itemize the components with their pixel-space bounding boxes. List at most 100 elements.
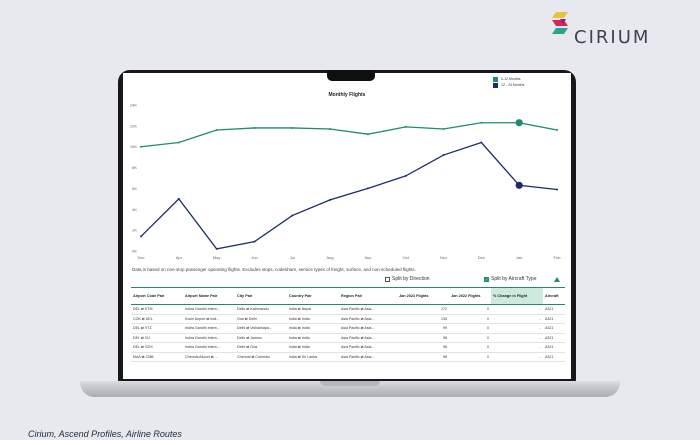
table-row[interactable]: MAA ⇄ CMB Chennai Airport ⇄ ... Chennai ⇄ … [131, 352, 565, 362]
legend-item-12-24-months[interactable]: 12 - 24 Months [493, 82, 524, 88]
data-point[interactable] [556, 188, 558, 191]
table-cell: India ⇄ India [287, 314, 339, 324]
column-header[interactable]: Airport Name Pair [183, 287, 235, 305]
x-tick-label: Dec [478, 255, 485, 260]
table-cell: - [491, 352, 543, 362]
routes-table: Airport Code Pair Airport Name Pair City P… [131, 287, 565, 362]
data-point[interactable] [480, 141, 483, 144]
table-cell: Indira Gandhi Intern... [183, 304, 235, 315]
highlight-point[interactable] [515, 119, 523, 127]
column-header[interactable]: Jan 2022 Flights [449, 287, 491, 305]
y-tick-label: 14K [130, 103, 137, 108]
data-point[interactable] [291, 126, 294, 129]
table-cell: 0 [449, 314, 491, 324]
collapse-triangle-icon[interactable] [554, 277, 560, 282]
table-cell: - [491, 323, 543, 334]
data-point[interactable] [404, 125, 407, 128]
y-tick-label: 10K [130, 144, 137, 149]
data-point[interactable] [556, 129, 558, 132]
column-header[interactable]: % Change in Flight [491, 287, 543, 305]
column-header[interactable]: Region Pair [339, 287, 397, 305]
legend-item-0-12-months[interactable]: 0-12 Months [493, 76, 524, 82]
y-tick-label: 12K [130, 123, 137, 128]
table-cell: DEL ⇄ IXJ [131, 333, 183, 343]
legend-label: 0-12 Months [501, 77, 521, 81]
data-point[interactable] [253, 240, 256, 243]
table-cell: A321 [543, 323, 565, 334]
data-point[interactable] [291, 214, 294, 217]
data-point[interactable] [253, 126, 256, 129]
table-cell: Delhi ⇄ Kathmandu [235, 304, 287, 315]
data-point[interactable] [404, 174, 407, 177]
table-cell: A321 [543, 304, 565, 315]
x-tick-label: Oct [403, 255, 410, 260]
data-point[interactable] [177, 141, 180, 144]
table-cell: 99 [397, 323, 449, 334]
data-point[interactable] [480, 121, 483, 124]
table-cell: MAA ⇄ CMB [131, 352, 183, 362]
column-header[interactable]: Jan 2023 Flights [397, 287, 449, 305]
table-cell: India ⇄ India [287, 342, 339, 353]
data-point[interactable] [215, 247, 218, 250]
split-aircraft-checkbox[interactable]: ✓ Split by Aircraft Type [484, 276, 536, 282]
data-point[interactable] [442, 154, 445, 157]
x-tick-label: Sep [364, 255, 372, 260]
x-tick-label: Apr [176, 255, 183, 260]
data-point[interactable] [442, 127, 445, 130]
split-direction-checkbox[interactable]: Split by Direction [385, 276, 430, 282]
table-cell: 0 [449, 333, 491, 343]
table-cell: Indira Gandhi Intern... [183, 342, 235, 353]
x-tick-label: Nov [440, 255, 447, 260]
table-cell: Chennai ⇄ Colombo [235, 352, 287, 362]
column-header[interactable]: City Pair [235, 287, 287, 305]
laptop-base [80, 381, 620, 397]
column-header[interactable]: Airport Code Pair [131, 287, 183, 305]
highlight-point[interactable] [515, 181, 523, 189]
table-cell: Asia Pacific ⇄ Asia... [339, 342, 397, 353]
cirium-logo: CIRIUM [552, 10, 672, 48]
table-cell: Delhi ⇄ Jammu [235, 333, 287, 343]
data-point[interactable] [177, 197, 180, 200]
table-cell: Delhi ⇄ Goa [235, 342, 287, 353]
table-cell: Indira Gandhi Intern... [183, 323, 235, 334]
column-header[interactable]: Aircraft [543, 287, 565, 305]
table-cell: 172 [397, 304, 449, 315]
table-cell: 0 [449, 342, 491, 353]
data-point[interactable] [329, 127, 332, 130]
table-row[interactable]: DEL ⇄ VTZ Indira Gandhi Intern... Delhi ⇄ … [131, 323, 565, 334]
legend-swatch-teal [493, 76, 498, 82]
table-cell: Asia Pacific ⇄ Asia... [339, 314, 397, 324]
monthly-flights-chart: 0K 2K 4K 6K 8K 10K 12K 14K Dec Apr May Jun Jul Aug Sep… [130, 103, 562, 261]
table-cell: Asia Pacific ⇄ Asia... [339, 323, 397, 334]
laptop-screen: 0K 2K 4K 6K 8K 10K 12K 14K Dec Apr May Jun Jul Aug Sep… [123, 73, 571, 379]
table-cell: Goa ⇄ Delhi [235, 314, 287, 324]
data-point[interactable] [215, 129, 218, 132]
table-cell: A321 [543, 352, 565, 362]
checkbox-unchecked-icon [385, 276, 390, 282]
table-cell: India ⇄ India [287, 323, 339, 334]
table-cell: 98 [397, 342, 449, 353]
table-cell: 135 [397, 314, 449, 324]
data-point[interactable] [329, 198, 332, 201]
split-direction-label: Split by Direction [392, 276, 430, 282]
table-cell: 98 [397, 333, 449, 343]
table-row[interactable]: DEL ⇄ GOX Indira Gandhi Intern... Delhi ⇄ … [131, 342, 565, 353]
table-cell: Asia Pacific ⇄ Asia... [339, 333, 397, 343]
data-point[interactable] [140, 145, 142, 148]
table-row[interactable]: DEL ⇄ KTM Indira Gandhi Intern... Delhi ⇄ … [131, 304, 565, 315]
legend-swatch-navy [493, 82, 498, 88]
table-controls: Split by Direction ✓ Split by Aircraft T… [123, 276, 571, 285]
table-cell: Delhi ⇄ Vishakhapa... [235, 323, 287, 334]
data-point[interactable] [366, 187, 369, 190]
data-point[interactable] [366, 133, 369, 136]
x-tick-label: Feb [554, 255, 562, 260]
table-cell: DEL ⇄ KTM [131, 304, 183, 315]
x-tick-label: May [213, 255, 221, 260]
y-tick-label: 8K [132, 165, 137, 170]
data-point[interactable] [140, 235, 142, 238]
column-header[interactable]: Country Pair [287, 287, 339, 305]
table-row[interactable]: DEL ⇄ IXJ Indira Gandhi Intern... Delhi ⇄ … [131, 333, 565, 343]
table-cell: India ⇄ India [287, 333, 339, 343]
table-row[interactable]: COK ⇄ DEL Kochi Airport ⇄ Indi... Goa ⇄ De… [131, 314, 565, 324]
chart-legend: 0-12 Months 12 - 24 Months [493, 76, 524, 88]
